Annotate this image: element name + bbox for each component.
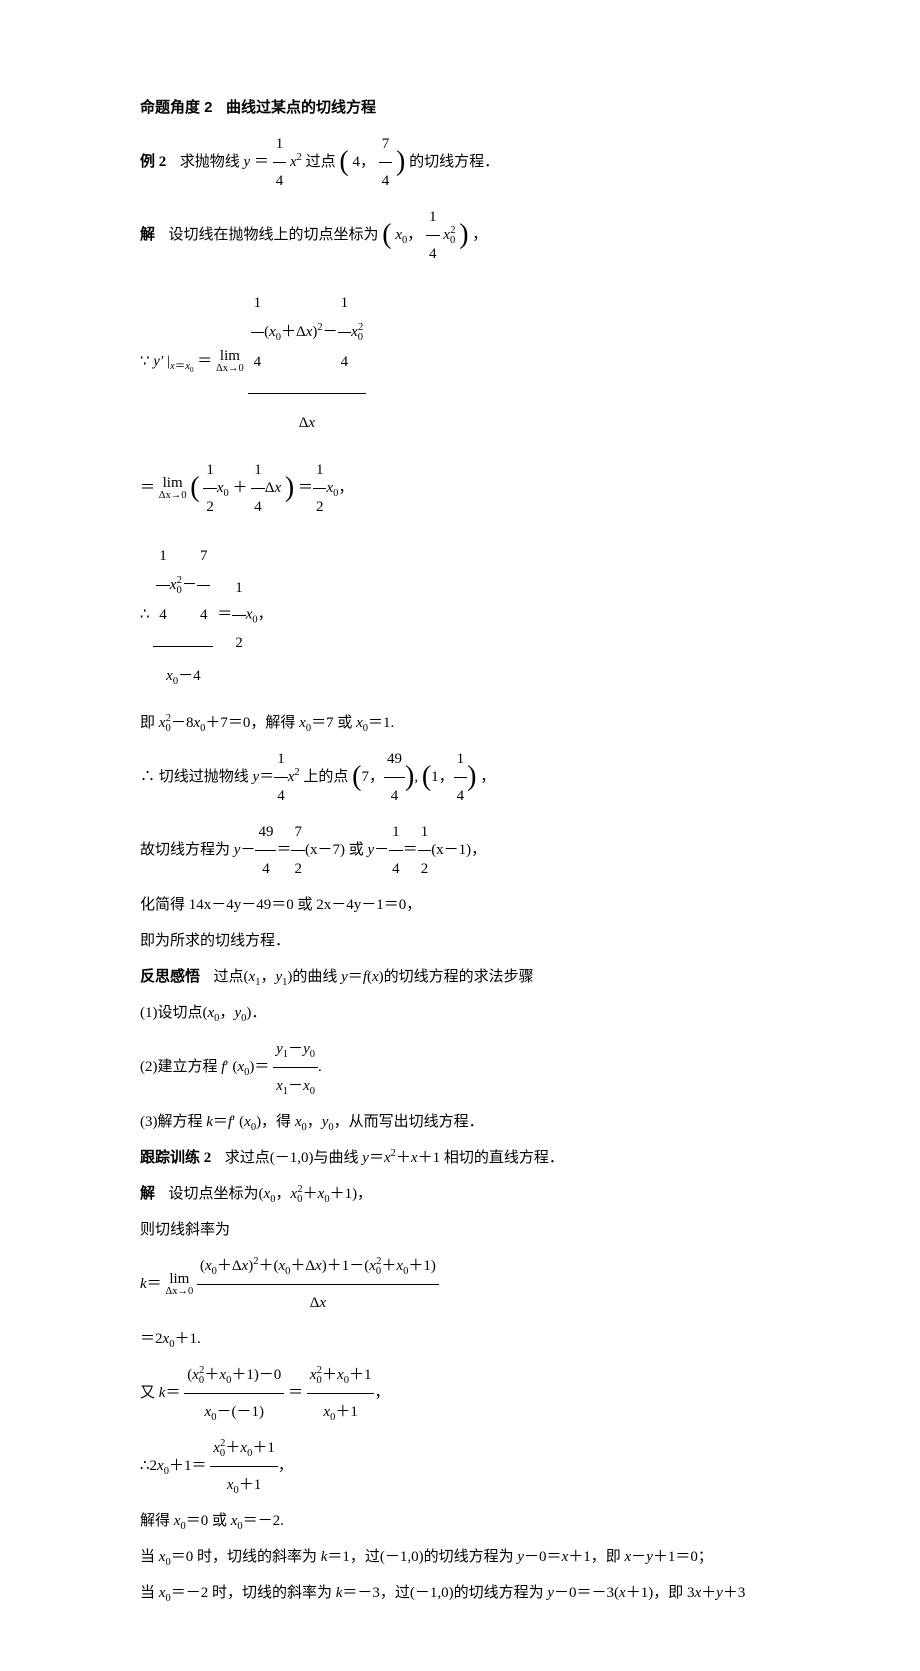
reflection-item-3: (3)解方程 k＝f′ (x0)，得 x0，y0，从而写出切线方程． <box>140 1104 780 1140</box>
stem-pre: 求抛物线 <box>180 154 244 170</box>
section-heading: 命题角度 2 曲线过某点的切线方程 <box>140 90 780 126</box>
reflection-label: 反思感悟 <box>140 969 200 985</box>
sol2-line-9: 当 x0＝－2 时，切线的斜率为 k＝－3，过(－1,0)的切线方程为 y－0＝… <box>140 1575 780 1611</box>
tracking-label: 跟踪训练 2 <box>140 1150 211 1166</box>
frac-1-4: 1 4 <box>273 126 287 199</box>
sol2-line-3: k＝ lim Δx→0 (x0＋Δx)2＋(x0＋Δx)＋1－(x02＋x0＋1… <box>140 1248 780 1321</box>
solution-line-1: 解 设切线在抛物线上的切点坐标为 ( x0， 1 4 x02 ) ， <box>140 199 780 272</box>
solution-line-6: ∴ 切线过抛物线 y＝14x2 上的点 (7，494), (1，14) ， <box>140 741 780 814</box>
reflection-item-1: (1)设切点(x0，y0)． <box>140 995 780 1031</box>
sol2-line-5: 又 k＝ (x02＋x0＋1)－0 x0－(－1) ＝ x02＋x0＋1 x0＋… <box>140 1357 780 1430</box>
heading-title: 曲线过某点的切线方程 <box>226 99 376 116</box>
sol2-line-7: 解得 x0＝0 或 x0＝－2. <box>140 1503 780 1539</box>
solution-line-3: ＝ lim Δx→0 ( 12x0 ＋ 14Δx ) ＝12x0， <box>140 452 780 525</box>
solution-line-9: 即为所求的切线方程． <box>140 923 780 959</box>
sol2-line-4: ＝2x0＋1. <box>140 1321 780 1357</box>
example-label: 例 2 <box>140 154 166 170</box>
reflection-heading: 反思感悟 过点(x1，y1)的曲线 y＝f(x)的切线方程的求法步骤 <box>140 959 780 995</box>
sol2-line-6: ∴2x0＋1＝ x02＋x0＋1 x0＋1 ， <box>140 1430 780 1503</box>
solution-line-8: 化简得 14x－4y－49＝0 或 2x－4y－1＝0， <box>140 887 780 923</box>
solution-line-5: 即 x02－8x0＋7＝0，解得 x0＝7 或 x0＝1. <box>140 705 780 741</box>
reflection-item-2: (2)建立方程 f′ (x0)＝ y1－y0 x1－x0 . <box>140 1031 780 1104</box>
sol2-line-8: 当 x0＝0 时，切线的斜率为 k＝1，过(－1,0)的切线方程为 y－0＝x＋… <box>140 1539 780 1575</box>
big-fraction: 14(x0＋Δx)2－14x02 Δx <box>248 272 367 452</box>
solution-line-7: 故切线方程为 y－494＝72(x－7) 或 y－14＝12(x－1)， <box>140 814 780 887</box>
sol2-line-1: 解 设切点坐标为(x0，x02＋x0＋1)， <box>140 1176 780 1212</box>
tracking-2: 跟踪训练 2 求过点(－1,0)与曲线 y＝x2＋x＋1 相切的直线方程． <box>140 1140 780 1176</box>
reflection-intro: 过点(x1，y1)的曲线 y＝f(x)的切线方程的求法步骤 <box>214 969 534 985</box>
sol2-line-2: 则切线斜率为 <box>140 1212 780 1248</box>
limit: lim Δx→0 <box>216 349 244 375</box>
tracking-stem: 求过点(－1,0)与曲线 y＝x2＋x＋1 相切的直线方程． <box>225 1150 564 1166</box>
heading-label: 命题角度 2 <box>140 99 213 116</box>
solution-label: 解 <box>140 227 155 243</box>
solution-line-4: ∴ 14x02－74 x0－4 ＝12x0， <box>140 525 780 705</box>
example-2: 例 2 求抛物线 y ＝ 1 4 x2 过点 ( 4， 7 4 ) 的切线方程． <box>140 126 780 199</box>
solution-line-2: ∵ y′ |x＝x0 ＝ lim Δx→0 14(x0＋Δx)2－14x02 Δ… <box>140 272 780 452</box>
